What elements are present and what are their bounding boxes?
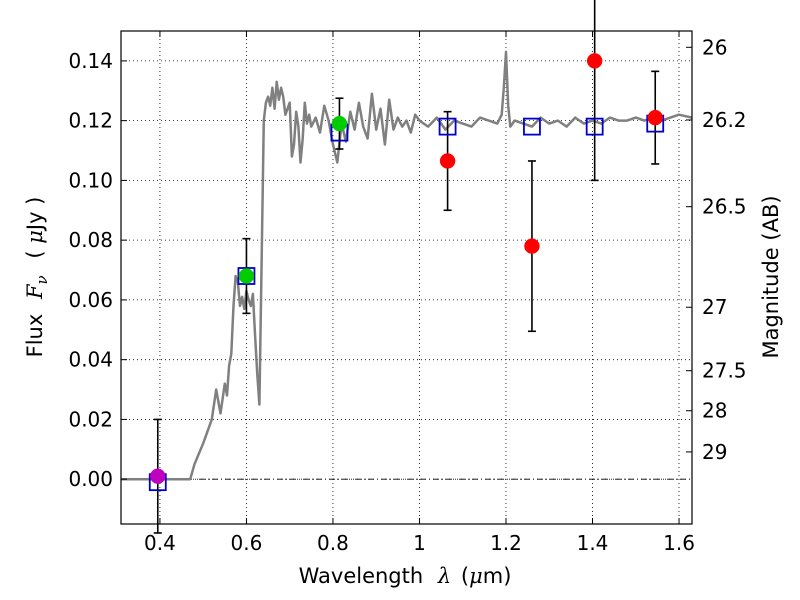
- x-tick-label-0: 0.4: [144, 531, 176, 555]
- y2-axis-ticks: 26 26.2 26.5 27 27.5 28 29: [686, 35, 747, 464]
- model-point-box-3: [438, 117, 457, 136]
- x-axis-title-text: Wavelength: [299, 564, 424, 588]
- y2-axis-title: Magnitude (AB): [759, 195, 783, 358]
- y-axis-ticks: 0.00 0.02 0.04 0.06 0.08 0.10 0.12 0.14: [68, 49, 127, 491]
- x-tick-label-1: 0.6: [231, 531, 263, 555]
- y-tick-label-5: 0.10: [68, 168, 113, 192]
- observed-point-4: [524, 238, 540, 254]
- model-points-layer: [148, 114, 665, 492]
- model-point-box-5: [585, 117, 604, 136]
- y2-tick-label-6: 29: [702, 440, 727, 464]
- y2-tick-label-2: 26.5: [702, 195, 747, 219]
- observed-point-0: [150, 468, 166, 484]
- template-spectrum-line: [121, 50, 693, 481]
- plot-frame: [120, 30, 693, 525]
- model-point-box-4: [523, 117, 541, 136]
- y2-tick-label-3: 27: [702, 295, 727, 319]
- y-axis-title: Flux Fν ( μJy ): [23, 197, 52, 358]
- y-tick-label-7: 0.14: [68, 49, 113, 73]
- y2-tick-label-1: 26.2: [702, 108, 747, 132]
- x-axis-title-unit-mu: μ: [469, 564, 483, 588]
- x-tick-label-2: 0.8: [317, 531, 349, 555]
- observed-point-5: [586, 53, 603, 69]
- x-axis-title-unit-rest: m): [483, 564, 512, 588]
- x-tick-label-6: 1.6: [663, 531, 695, 555]
- observed-point-3: [439, 153, 456, 169]
- x-axis-title-unit-open: (: [461, 564, 469, 588]
- observed-point-1: [238, 268, 255, 284]
- observed-points-layer: [150, 53, 663, 484]
- y-axis-title-subscript: ν: [33, 275, 51, 284]
- x-tick-label-4: 1.2: [490, 531, 522, 555]
- x-axis-title-symbol: λ: [437, 564, 451, 588]
- errorbars-layer: [153, 0, 660, 534]
- model-point-box-1: [237, 267, 256, 285]
- y-tick-label-1: 0.02: [68, 407, 113, 431]
- template-spectrum-layer: [121, 50, 693, 481]
- x-tick-label-5: 1.4: [577, 531, 609, 555]
- y-axis-title-text: Flux: [23, 314, 47, 358]
- y2-tick-label-4: 27.5: [702, 359, 747, 383]
- x-axis-ticks: 0.4 0.6 0.8 1 1.2 1.4 1.6: [144, 31, 695, 555]
- x-tick-label-3: 1: [413, 531, 426, 555]
- y2-tick-label-0: 26: [702, 35, 727, 59]
- y-axis-title-unit-mu: μ: [23, 230, 47, 244]
- y-tick-label-2: 0.04: [68, 348, 113, 372]
- y-axis-title-unit-rest: Jy ): [23, 197, 47, 233]
- y-tick-label-3: 0.06: [68, 288, 113, 312]
- y2-tick-label-5: 28: [702, 399, 727, 423]
- y-axis-title-unit-open: (: [23, 250, 47, 258]
- y-axis-title-symbol: F: [23, 283, 47, 300]
- y-tick-label-4: 0.08: [68, 228, 113, 252]
- x-axis-title: Wavelength λ (μm): [299, 564, 512, 588]
- observed-point-2: [331, 115, 348, 132]
- y-tick-label-0: 0.00: [68, 467, 113, 491]
- observed-point-6: [647, 109, 663, 126]
- y-tick-label-6: 0.12: [68, 109, 113, 133]
- grid-lines: [121, 31, 692, 524]
